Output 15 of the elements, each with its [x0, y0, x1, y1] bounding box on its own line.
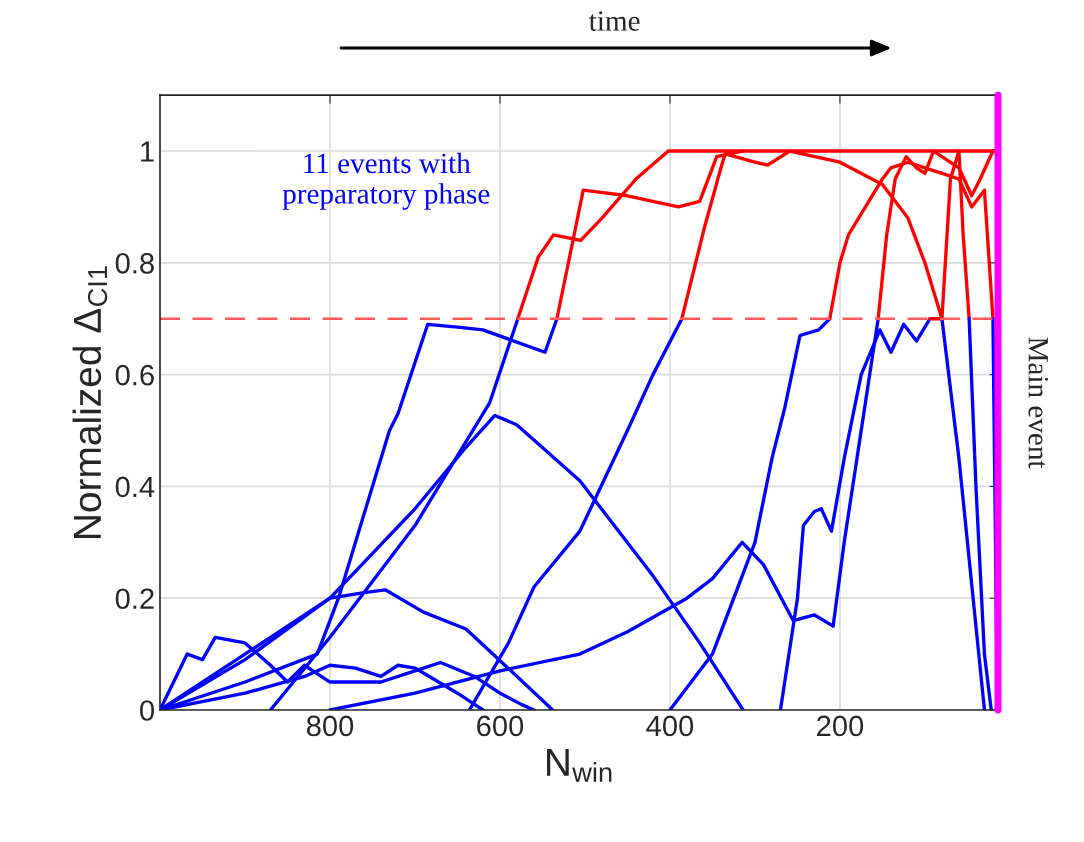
y-tick-label: 0.8 — [115, 253, 154, 274]
x-axis-title: N$_{win}$ — [547, 748, 612, 782]
x-tick-label: 800 — [306, 715, 354, 737]
annotation: 11 events with preparatory phase — [282, 152, 490, 210]
text: time — [589, 11, 640, 31]
y-tick-label: 0.2 — [115, 588, 154, 610]
y-tick-label: 1 — [141, 141, 154, 162]
x-tick-label: 600 — [477, 715, 524, 737]
x-tick-label: 200 — [817, 715, 864, 737]
ref-line-label: Main event — [1028, 337, 1049, 469]
y-tick-label: 0 — [140, 700, 154, 721]
x-tick-label: 400 — [646, 715, 694, 737]
y-axis-title: Normalized Δ$_{CI1}$ — [72, 266, 108, 539]
y-tick-label: 0.4 — [115, 476, 155, 498]
y-tick-label: 0.6 — [115, 364, 154, 386]
